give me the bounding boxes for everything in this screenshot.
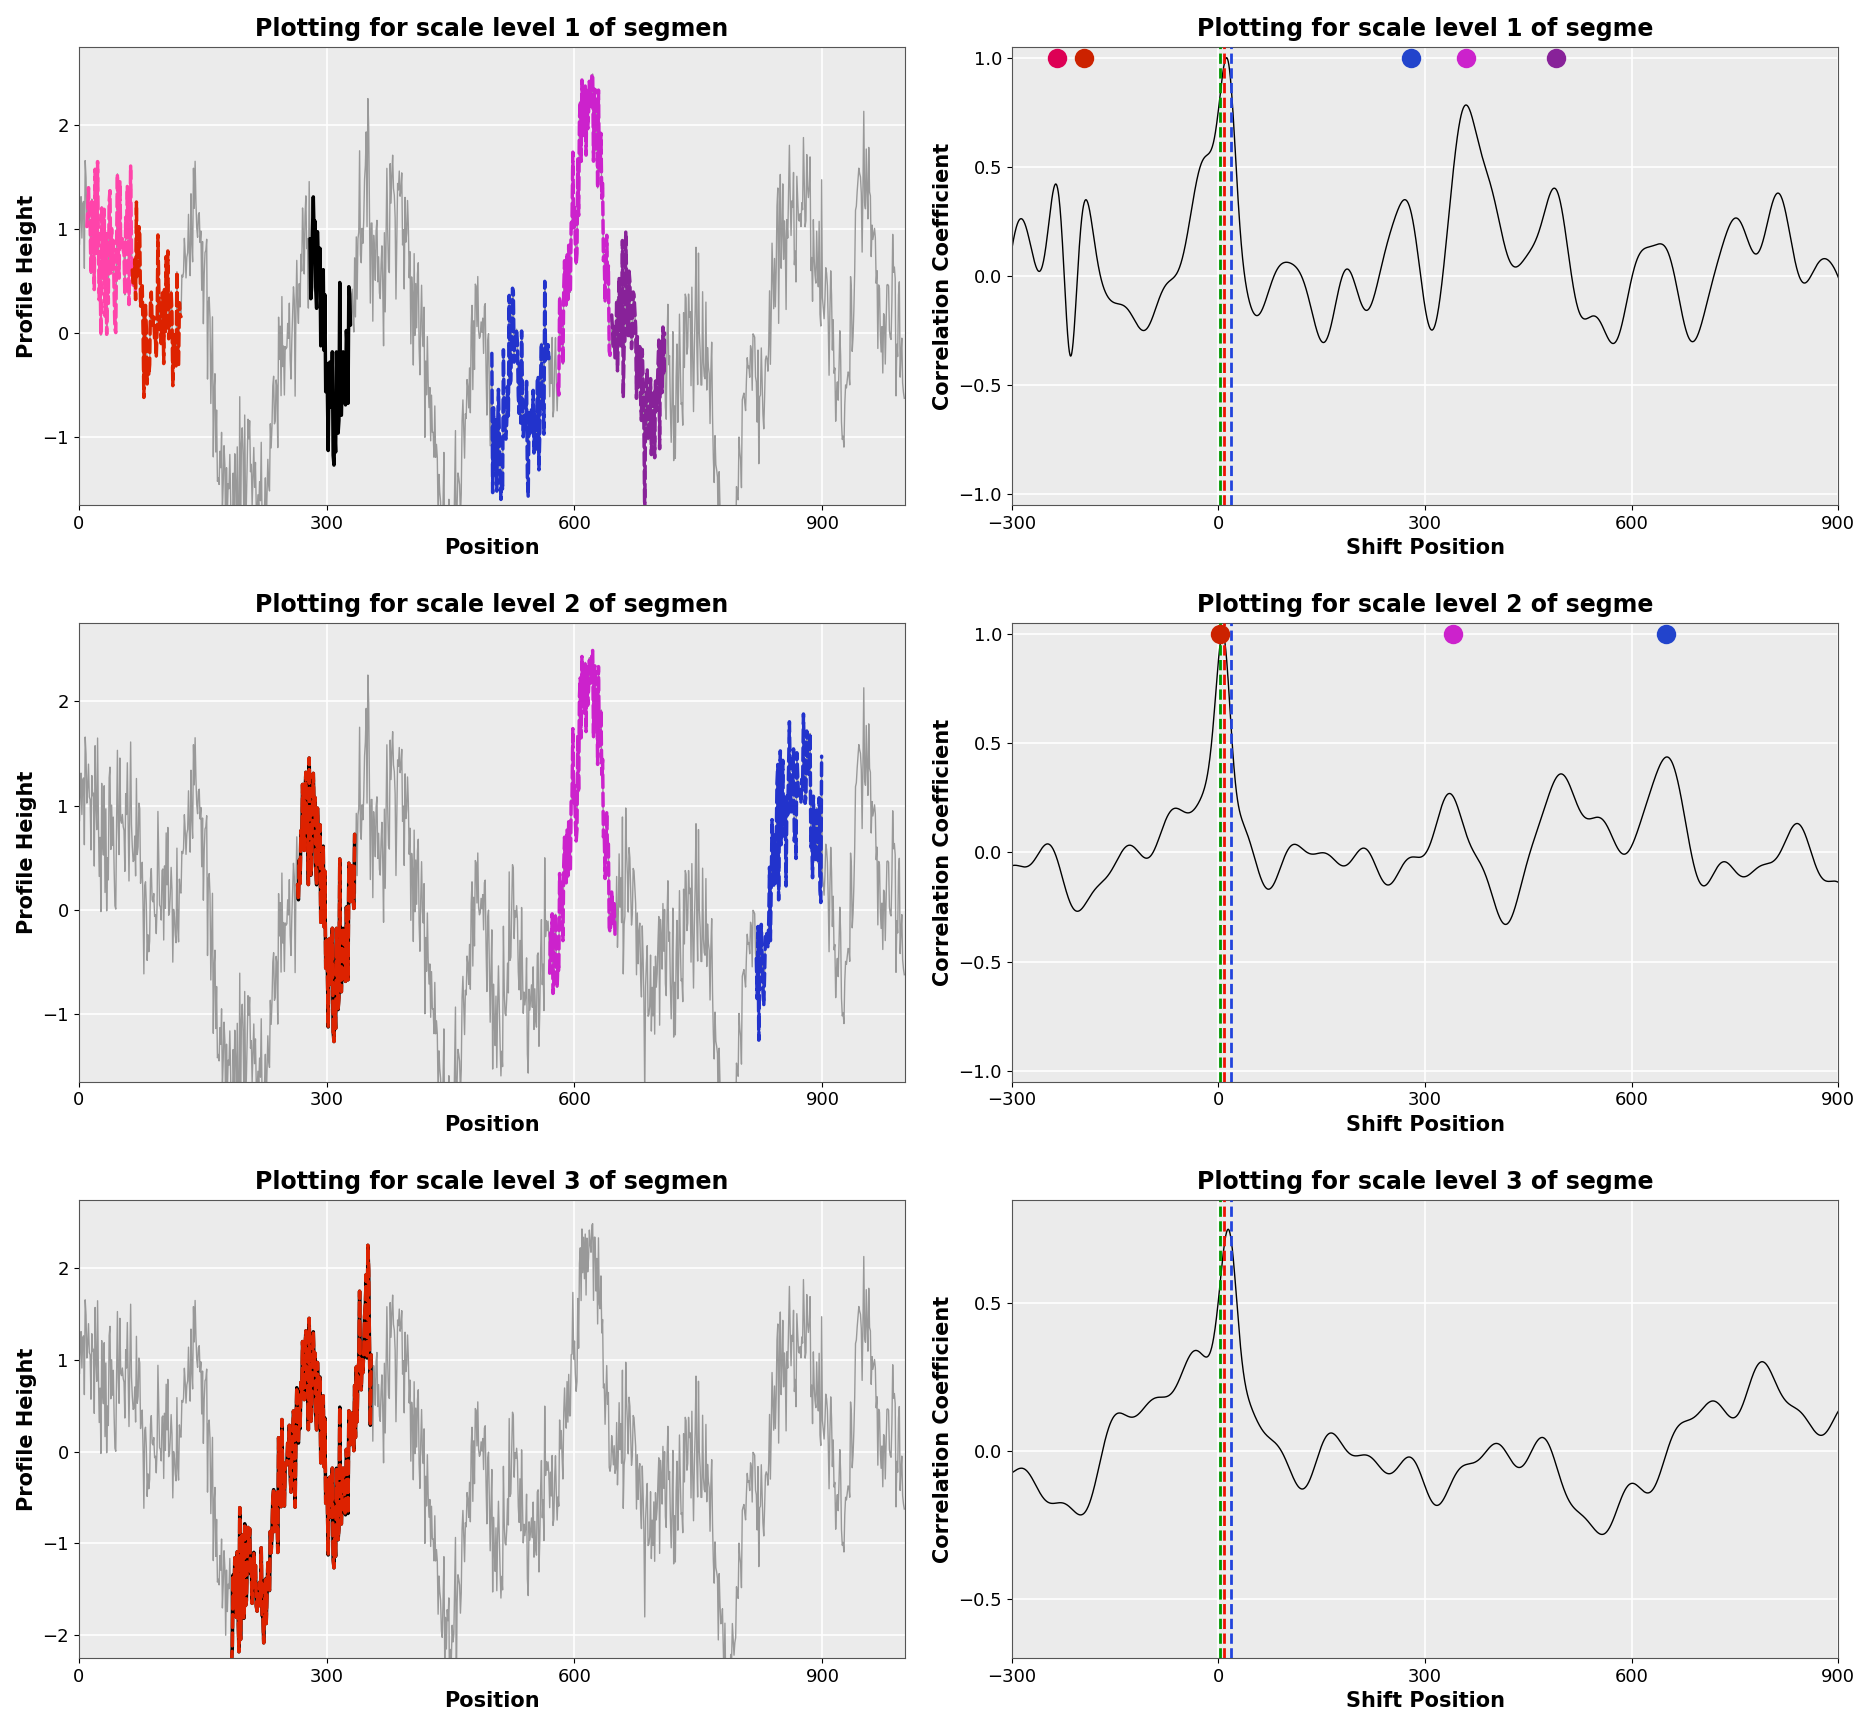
Y-axis label: Profile Height: Profile Height	[17, 771, 37, 935]
Title: Plotting for scale level 3 of segmen: Plotting for scale level 3 of segmen	[255, 1170, 728, 1194]
X-axis label: Position: Position	[444, 539, 539, 558]
Y-axis label: Profile Height: Profile Height	[17, 1348, 37, 1510]
Title: Plotting for scale level 1 of segme: Plotting for scale level 1 of segme	[1196, 17, 1653, 41]
Y-axis label: Correlation Coefficient: Correlation Coefficient	[932, 719, 953, 987]
Y-axis label: Profile Height: Profile Height	[17, 194, 37, 358]
X-axis label: Position: Position	[444, 1692, 539, 1711]
Title: Plotting for scale level 1 of segmen: Plotting for scale level 1 of segmen	[255, 17, 728, 41]
X-axis label: Position: Position	[444, 1115, 539, 1135]
X-axis label: Shift Position: Shift Position	[1346, 539, 1505, 558]
Title: Plotting for scale level 2 of segmen: Plotting for scale level 2 of segmen	[255, 593, 728, 617]
X-axis label: Shift Position: Shift Position	[1346, 1115, 1505, 1135]
Y-axis label: Correlation Coefficient: Correlation Coefficient	[932, 1296, 953, 1562]
Y-axis label: Correlation Coefficient: Correlation Coefficient	[932, 142, 953, 410]
X-axis label: Shift Position: Shift Position	[1346, 1692, 1505, 1711]
Title: Plotting for scale level 3 of segme: Plotting for scale level 3 of segme	[1196, 1170, 1653, 1194]
Title: Plotting for scale level 2 of segme: Plotting for scale level 2 of segme	[1196, 593, 1653, 617]
